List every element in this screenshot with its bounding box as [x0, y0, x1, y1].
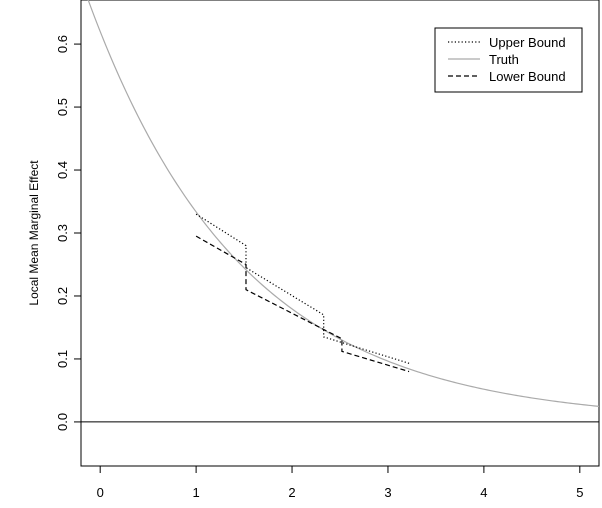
y-axis-title: Local Mean Marginal Effect [27, 160, 41, 306]
x-tick-label: 4 [480, 485, 487, 500]
y-tick-label: 0.0 [55, 413, 70, 431]
legend-label: Upper Bound [489, 35, 566, 50]
plot-area [81, 0, 599, 423]
series-line-lower-bound [195, 235, 410, 373]
x-axis: 0 1 2 3 4 5 [97, 466, 583, 500]
y-tick-label: 0.1 [55, 350, 70, 368]
y-axis: 0.0 0.1 0.2 0.3 0.4 0.5 0.6 [55, 35, 81, 431]
y-tick-label: 0.3 [55, 224, 70, 242]
legend-label: Lower Bound [489, 69, 566, 84]
series-line-truth [87, 0, 599, 407]
y-tick-label: 0.4 [55, 161, 70, 179]
y-tick-label: 0.5 [55, 98, 70, 116]
series-line-upper-bound [195, 213, 410, 364]
y-tick-label: 0.6 [55, 35, 70, 53]
legend-label: Truth [489, 52, 519, 67]
legend-box [434, 27, 583, 93]
x-tick-label: 3 [384, 485, 391, 500]
x-tick-label: 2 [288, 485, 295, 500]
legend: Upper Bound Truth Lower Bound [434, 27, 583, 93]
y-tick-label: 0.2 [55, 287, 70, 305]
x-tick-label: 0 [97, 485, 104, 500]
x-tick-label: 5 [576, 485, 583, 500]
x-tick-label: 1 [192, 485, 199, 500]
